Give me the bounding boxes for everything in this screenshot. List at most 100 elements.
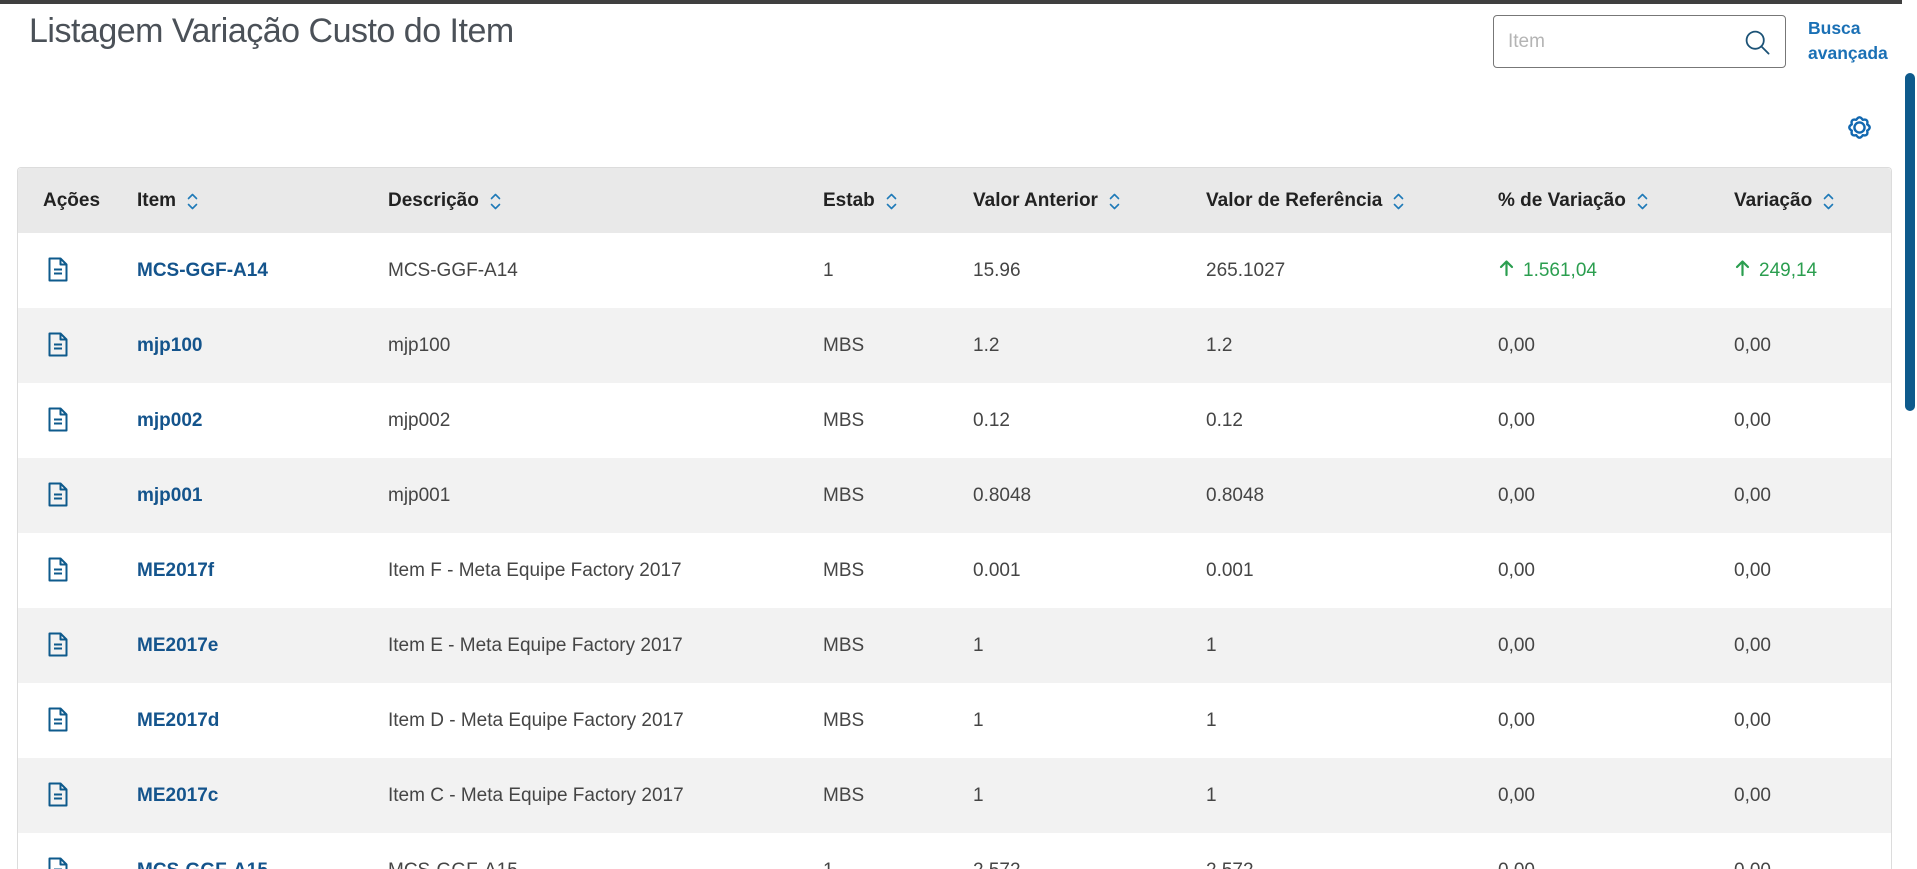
item-link[interactable]: MCS-GGF-A15 bbox=[137, 860, 268, 869]
estab-cell: 1 bbox=[823, 860, 973, 869]
document-action-button[interactable] bbox=[45, 330, 70, 362]
sort-chevrons-icon[interactable] bbox=[1108, 191, 1121, 212]
item-link[interactable]: ME2017d bbox=[137, 709, 220, 731]
advanced-search-link[interactable]: Busca avançada bbox=[1808, 18, 1888, 63]
valor-referencia-cell: 0.12 bbox=[1206, 409, 1243, 431]
description-cell: Item C - Meta Equipe Factory 2017 bbox=[388, 784, 684, 806]
pct-variacao-cell: 0,00 bbox=[1498, 709, 1535, 731]
table-row: ME2017e Item E - Meta Equipe Factory 201… bbox=[18, 608, 1891, 683]
item-link[interactable]: mjp100 bbox=[137, 334, 203, 356]
gear-icon bbox=[1843, 116, 1876, 147]
cost-variation-table: Ações Item Descrição Estab Valor Anterior… bbox=[17, 167, 1892, 869]
column-header-label: Variação bbox=[1734, 189, 1813, 211]
page-title: Listagem Variação Custo do Item bbox=[29, 12, 514, 50]
item-cell: ME2017f bbox=[137, 560, 388, 582]
pct-variacao-cell: 0,00 bbox=[1498, 860, 1734, 869]
description-cell: mjp001 bbox=[388, 484, 451, 506]
estab-cell: MBS bbox=[823, 409, 865, 431]
settings-button[interactable] bbox=[1843, 111, 1876, 147]
actions-cell bbox=[43, 255, 137, 287]
valor-referencia-cell: 1 bbox=[1206, 634, 1217, 656]
table-row: MCS-GGF-A14 MCS-GGF-A14 1 15.96 265.1027… bbox=[18, 233, 1891, 308]
variacao-cell: 0,00 bbox=[1734, 634, 1771, 656]
document-action-button[interactable] bbox=[45, 780, 70, 812]
valor-referencia-cell: 1 bbox=[1206, 784, 1217, 806]
document-icon bbox=[45, 255, 70, 287]
column-header[interactable]: Variação bbox=[1734, 189, 1866, 212]
estab-cell: MBS bbox=[823, 484, 865, 506]
valor-anterior-cell: 1 bbox=[973, 709, 984, 731]
document-icon bbox=[45, 480, 70, 512]
variacao-cell: 0,00 bbox=[1734, 484, 1771, 506]
valor-anterior-cell: 0.001 bbox=[973, 559, 1021, 581]
item-link[interactable]: ME2017e bbox=[137, 634, 219, 656]
table-row: ME2017f Item F - Meta Equipe Factory 201… bbox=[18, 533, 1891, 608]
table-body: MCS-GGF-A14 MCS-GGF-A14 1 15.96 265.1027… bbox=[18, 233, 1891, 869]
variacao-cell: 0,00 bbox=[1734, 784, 1771, 806]
search-input[interactable] bbox=[1493, 15, 1786, 68]
variacao-cell: 249,14 bbox=[1734, 259, 1866, 283]
sort-chevrons-icon[interactable] bbox=[885, 191, 898, 212]
document-action-button[interactable] bbox=[45, 705, 70, 737]
item-link[interactable]: mjp001 bbox=[137, 484, 203, 506]
document-icon bbox=[45, 780, 70, 812]
column-header[interactable]: Valor Anterior bbox=[973, 189, 1206, 212]
sort-chevrons-icon[interactable] bbox=[1636, 191, 1649, 212]
document-action-button[interactable] bbox=[45, 255, 70, 287]
pct-variacao-cell: 0,00 bbox=[1498, 334, 1535, 356]
column-header-label: Estab bbox=[823, 189, 875, 211]
column-header-label: Valor Anterior bbox=[973, 189, 1098, 211]
pct-variacao-cell: 0,00 bbox=[1498, 784, 1535, 806]
actions-cell bbox=[43, 630, 137, 662]
item-link[interactable]: ME2017c bbox=[137, 784, 219, 806]
document-action-button[interactable] bbox=[45, 480, 70, 512]
valor-anterior-cell: 1.2 bbox=[973, 334, 1000, 356]
sort-chevrons-icon[interactable] bbox=[1822, 191, 1835, 212]
description-cell: MCS-GGF-A14 bbox=[388, 259, 518, 281]
document-icon bbox=[45, 405, 70, 437]
valor-anterior-cell: 1 bbox=[973, 784, 984, 806]
column-header[interactable]: Valor de Referência bbox=[1206, 189, 1498, 212]
item-cell: mjp100 bbox=[137, 335, 388, 357]
item-cell: MCS-GGF-A15 bbox=[137, 860, 388, 869]
description-cell: mjp002 bbox=[388, 409, 451, 431]
item-link[interactable]: MCS-GGF-A14 bbox=[137, 259, 268, 281]
sort-chevrons-icon[interactable] bbox=[489, 191, 502, 212]
document-action-button[interactable] bbox=[45, 630, 70, 662]
vertical-scrollbar[interactable] bbox=[1902, 0, 1917, 869]
column-header[interactable]: Descrição bbox=[388, 189, 823, 212]
variacao-cell: 0,00 bbox=[1734, 334, 1771, 356]
pct-variacao-cell: 0,00 bbox=[1498, 559, 1535, 581]
item-link[interactable]: mjp002 bbox=[137, 409, 203, 431]
scrollbar-thumb[interactable] bbox=[1905, 73, 1915, 411]
column-header: Ações bbox=[43, 190, 137, 212]
actions-cell bbox=[43, 855, 137, 869]
document-action-button[interactable] bbox=[45, 405, 70, 437]
table-row: mjp001 mjp001 MBS 0.8048 0.8048 0,00 0,0… bbox=[18, 458, 1891, 533]
item-cell: ME2017d bbox=[137, 710, 388, 732]
column-header[interactable]: Estab bbox=[823, 189, 973, 212]
estab-cell: MBS bbox=[823, 784, 865, 806]
column-header-label: Valor de Referência bbox=[1206, 189, 1383, 211]
document-action-button[interactable] bbox=[45, 855, 70, 869]
search-icon[interactable] bbox=[1743, 28, 1772, 62]
item-link[interactable]: ME2017f bbox=[137, 559, 215, 581]
column-header[interactable]: Item bbox=[137, 189, 388, 212]
top-accent-bar bbox=[0, 0, 1917, 4]
estab-cell: MBS bbox=[823, 559, 865, 581]
sort-chevrons-icon[interactable] bbox=[1392, 191, 1405, 212]
pct-variacao-cell: 1.561,04 bbox=[1498, 259, 1734, 283]
pct-variacao-cell: 0,00 bbox=[1498, 634, 1535, 656]
valor-referencia-cell: 1 bbox=[1206, 709, 1217, 731]
table-header-row: Ações Item Descrição Estab Valor Anterior… bbox=[18, 168, 1891, 233]
document-icon bbox=[45, 330, 70, 362]
column-header[interactable]: % de Variação bbox=[1498, 189, 1734, 212]
column-header-label: Descrição bbox=[388, 189, 479, 211]
sort-chevrons-icon[interactable] bbox=[186, 191, 199, 212]
description-cell: Item F - Meta Equipe Factory 2017 bbox=[388, 559, 682, 581]
actions-cell bbox=[43, 780, 137, 812]
document-action-button[interactable] bbox=[45, 555, 70, 587]
table-row: mjp002 mjp002 MBS 0.12 0.12 0,00 0,00 bbox=[18, 383, 1891, 458]
column-header-label: Item bbox=[137, 189, 177, 211]
actions-cell bbox=[43, 330, 137, 362]
